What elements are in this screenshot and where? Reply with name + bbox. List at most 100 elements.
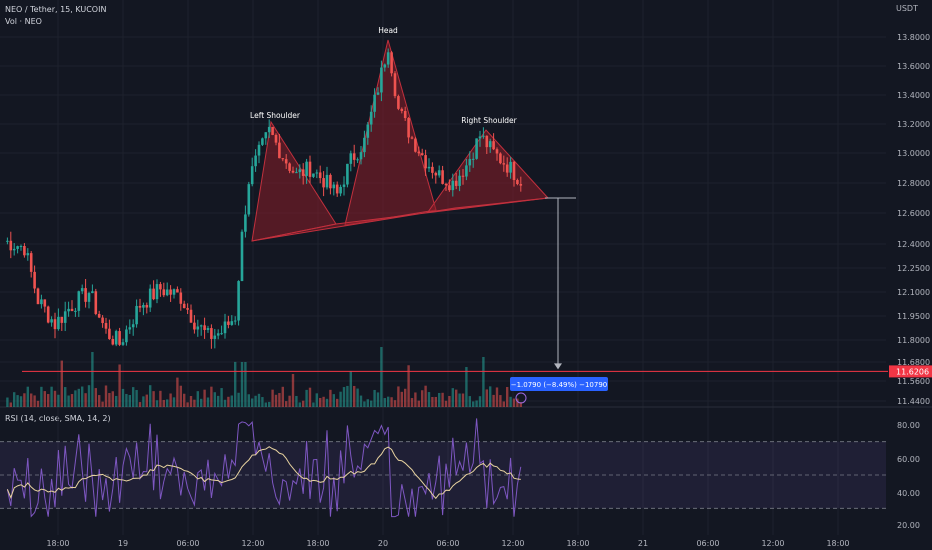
candle-body xyxy=(485,135,489,148)
volume-bar xyxy=(237,392,240,407)
volume-bar xyxy=(502,401,505,407)
candle-body xyxy=(349,153,353,164)
volume-bar xyxy=(172,397,176,407)
candle-body xyxy=(189,309,193,323)
candle-body xyxy=(393,73,397,97)
rsi-pane xyxy=(0,418,886,518)
volume-bar xyxy=(152,391,155,407)
volume-bar xyxy=(84,393,87,407)
volume-bar xyxy=(370,400,373,407)
candle-body xyxy=(352,153,356,160)
candle-body xyxy=(431,166,434,173)
volume-bar xyxy=(339,391,342,407)
volume-bar xyxy=(247,394,250,407)
candle-body xyxy=(414,138,417,152)
volume-bar xyxy=(417,400,420,407)
volume-bar xyxy=(373,389,376,407)
candle-body xyxy=(220,333,223,335)
candle-body xyxy=(400,108,404,111)
time-tick-label: 18:00 xyxy=(566,539,589,548)
candle-body xyxy=(135,305,138,325)
volume-bar xyxy=(179,385,182,407)
volume-bar xyxy=(363,401,366,407)
candle-body xyxy=(434,172,438,176)
candle-body xyxy=(257,144,261,156)
candle-body xyxy=(451,180,455,191)
volume-bar xyxy=(43,391,46,407)
volume-bar xyxy=(108,393,111,407)
candle-body xyxy=(19,246,23,248)
candle-body xyxy=(46,306,50,323)
volume-bar xyxy=(407,365,410,407)
candle-body xyxy=(264,132,268,139)
candle-body xyxy=(104,323,108,329)
volume-bar xyxy=(57,394,60,407)
volume-bar xyxy=(159,390,162,407)
volume-bar xyxy=(448,395,451,407)
price-tick-label: 12.1000 xyxy=(897,288,930,297)
volume-bar xyxy=(47,394,50,407)
volume-bar xyxy=(268,401,271,407)
time-tick-label: 18:00 xyxy=(306,539,329,548)
candle-body xyxy=(291,170,295,173)
candle-body xyxy=(468,159,472,166)
candle-body xyxy=(250,166,254,185)
volume-bars xyxy=(6,347,522,407)
overlay: Left Shoulder Head Right Shoulder −1.0790 (… xyxy=(22,26,888,404)
volume-bar xyxy=(322,396,325,407)
volume-bar xyxy=(166,399,169,407)
price-tick-label: 12.4000 xyxy=(897,240,930,249)
time-tick-label: 19 xyxy=(118,539,128,548)
candle-body xyxy=(380,67,383,93)
candle-body xyxy=(386,52,390,65)
candle-body xyxy=(512,161,516,181)
volume-label: Vol · NEO xyxy=(5,17,42,26)
candle-body xyxy=(182,303,186,309)
volume-bar xyxy=(291,373,295,407)
candle-body xyxy=(420,153,424,156)
candle-body xyxy=(6,240,9,242)
candle-body xyxy=(329,174,332,189)
time-tick-label: 12:00 xyxy=(761,539,784,548)
candle-body xyxy=(407,118,410,138)
rsi-tick-label: 60.00 xyxy=(897,455,920,464)
volume-bar xyxy=(512,398,516,407)
candle-body xyxy=(458,175,461,186)
volume-bar xyxy=(332,394,335,407)
volume-bar xyxy=(155,400,159,407)
time-tick-label: 06:00 xyxy=(176,539,199,548)
candle-body xyxy=(448,185,451,191)
volume-bar xyxy=(519,402,522,407)
volume-bar xyxy=(138,402,142,407)
volume-bar xyxy=(142,396,145,407)
candle-body xyxy=(454,180,458,186)
candle-body xyxy=(84,288,87,302)
volume-bar xyxy=(434,396,437,407)
candle-body xyxy=(196,326,200,330)
volume-bar xyxy=(472,401,475,407)
volume-bar xyxy=(346,385,349,407)
volume-bar xyxy=(380,347,383,407)
volume-bar xyxy=(302,400,305,407)
volume-bar xyxy=(128,395,131,407)
volume-bar xyxy=(217,395,220,407)
volume-bar xyxy=(254,395,257,407)
volume-bar xyxy=(193,399,196,407)
candle-body xyxy=(397,96,400,109)
candle-body xyxy=(223,321,227,334)
price-axis: 13.8000 13.6000 13.4000 13.2000 13.0000 12.80… xyxy=(889,33,932,530)
candle-body xyxy=(363,137,366,153)
candle-body xyxy=(16,246,19,249)
candle-body xyxy=(203,325,206,330)
candle-body xyxy=(284,159,288,164)
candle-body xyxy=(301,169,305,176)
candle-body xyxy=(233,320,237,322)
volume-bar xyxy=(176,377,179,407)
volume-bar xyxy=(478,396,482,407)
candle-body xyxy=(261,138,264,145)
volume-bar xyxy=(240,362,244,407)
candle-body xyxy=(80,288,84,292)
candle-body xyxy=(305,161,308,176)
